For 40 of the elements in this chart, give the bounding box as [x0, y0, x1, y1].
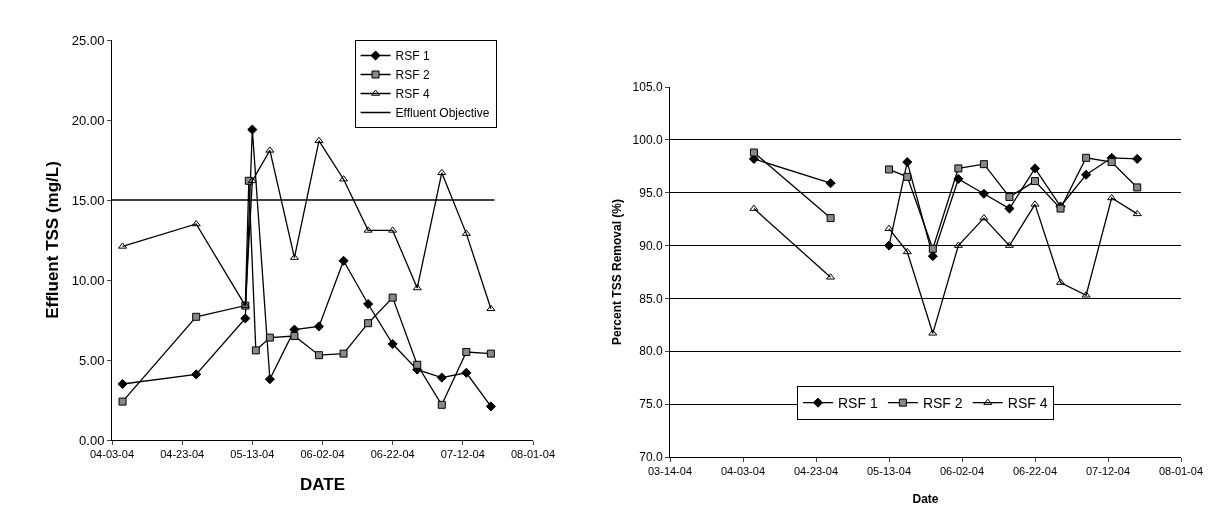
legend-label: RSF 1	[838, 395, 878, 412]
x-tick-label: 05-13-04	[866, 465, 912, 478]
legend-label: RSF 2	[922, 395, 963, 412]
legend-label: RSF 4	[395, 87, 430, 102]
x-tick-label: 03-14-04	[647, 465, 693, 478]
y-tick-label: 90.0	[639, 238, 663, 253]
x-tick-label: 06-02-04	[939, 465, 985, 478]
x-tick-label: 06-22-04	[1012, 465, 1058, 478]
x-tick-label: 05-13-04	[230, 448, 275, 461]
x-tick-label: 08-01-04	[510, 448, 556, 461]
x-tick-label: 08-01-04	[1158, 465, 1204, 478]
y-axis-title: Percent TSS Removal (%)	[609, 198, 624, 346]
y-tick-label: 80.0	[639, 344, 663, 359]
x-tick-label: 04-03-04	[720, 465, 766, 478]
x-tick-label: 06-22-04	[370, 448, 415, 461]
x-axis-title: Date	[912, 492, 939, 507]
y-tick-label: 70.0	[639, 450, 663, 465]
y-tick-label: 85.0	[639, 291, 663, 306]
y-tick-label: 95.0	[639, 185, 663, 200]
x-axis-title: DATE	[299, 474, 346, 494]
y-tick-label: 75.0	[639, 397, 663, 412]
x-tick-label: 06-02-04	[300, 448, 345, 461]
y-tick-label: 100.0	[632, 133, 663, 148]
y-tick-label: 15.00	[71, 192, 105, 208]
legend-label: RSF 2	[395, 68, 430, 83]
y-tick-label: 5.00	[79, 352, 105, 368]
legend-label: RSF 4	[1007, 395, 1048, 412]
x-tick-label: 04-23-04	[793, 465, 839, 478]
legend-label: RSF 1	[395, 49, 430, 64]
y-axis-title: Effluent TSS (mg/L)	[43, 161, 63, 319]
legend-label: Effluent Objective	[395, 106, 490, 121]
x-tick-label: 04-23-04	[160, 448, 205, 461]
y-tick-label: 20.00	[71, 112, 105, 128]
x-tick-label: 07-12-04	[440, 448, 485, 461]
y-tick-label: 25.00	[71, 32, 105, 48]
y-tick-label: 0.00	[79, 432, 105, 448]
x-tick-label: 07-12-04	[1085, 465, 1131, 478]
x-tick-label: 04-03-04	[89, 448, 135, 461]
y-tick-label: 10.00	[71, 272, 105, 288]
y-tick-label: 105.0	[632, 80, 663, 95]
